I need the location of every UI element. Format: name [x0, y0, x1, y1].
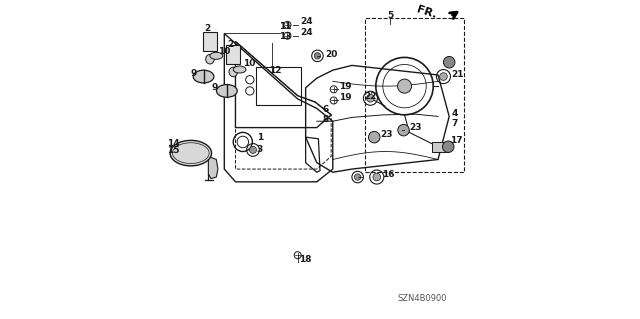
Ellipse shape	[216, 85, 237, 97]
Ellipse shape	[229, 67, 237, 77]
Circle shape	[398, 124, 410, 136]
FancyBboxPatch shape	[203, 32, 217, 51]
Text: 23: 23	[380, 130, 392, 139]
Text: 12: 12	[269, 66, 282, 75]
Text: 4: 4	[451, 109, 458, 118]
Text: 23: 23	[410, 123, 422, 132]
Circle shape	[250, 146, 257, 153]
Text: 9: 9	[212, 83, 218, 92]
Ellipse shape	[193, 70, 214, 83]
Circle shape	[367, 94, 374, 102]
Ellipse shape	[233, 66, 246, 73]
Text: 1: 1	[257, 133, 263, 142]
Text: 24: 24	[300, 28, 313, 37]
Text: 14: 14	[167, 139, 180, 148]
Bar	[365, 18, 463, 172]
Circle shape	[355, 174, 361, 180]
Circle shape	[369, 131, 380, 143]
Circle shape	[444, 56, 455, 68]
FancyBboxPatch shape	[226, 44, 240, 64]
Text: 24: 24	[300, 17, 313, 26]
Text: 10: 10	[243, 59, 255, 68]
Text: FR.: FR.	[415, 5, 438, 21]
Bar	[256, 67, 301, 105]
Text: 13: 13	[278, 32, 291, 41]
Text: 17: 17	[450, 137, 463, 145]
Text: 19: 19	[339, 93, 352, 102]
Text: 3: 3	[256, 145, 262, 154]
Text: 2: 2	[205, 24, 211, 33]
Text: 5: 5	[387, 11, 394, 20]
Ellipse shape	[210, 52, 223, 59]
Text: 20: 20	[324, 50, 337, 59]
Text: 15: 15	[167, 146, 179, 155]
Text: 7: 7	[451, 119, 458, 128]
Text: 9: 9	[191, 69, 197, 78]
Ellipse shape	[205, 54, 214, 64]
Polygon shape	[209, 156, 218, 179]
Circle shape	[314, 53, 321, 59]
Text: 19: 19	[339, 82, 352, 91]
Text: 11: 11	[278, 22, 291, 31]
FancyBboxPatch shape	[432, 142, 447, 152]
Text: SZN4B0900: SZN4B0900	[397, 294, 447, 303]
Text: 22: 22	[365, 92, 377, 101]
Text: 6: 6	[323, 105, 329, 114]
Circle shape	[397, 79, 412, 93]
Text: 16: 16	[382, 170, 395, 179]
Ellipse shape	[170, 140, 212, 166]
Circle shape	[442, 141, 454, 152]
Text: 2: 2	[228, 40, 234, 48]
Text: 8: 8	[323, 115, 329, 124]
Text: 21: 21	[451, 70, 464, 78]
Text: 18: 18	[299, 256, 312, 264]
Circle shape	[440, 73, 447, 80]
Circle shape	[373, 173, 381, 181]
Text: 10: 10	[218, 47, 230, 56]
